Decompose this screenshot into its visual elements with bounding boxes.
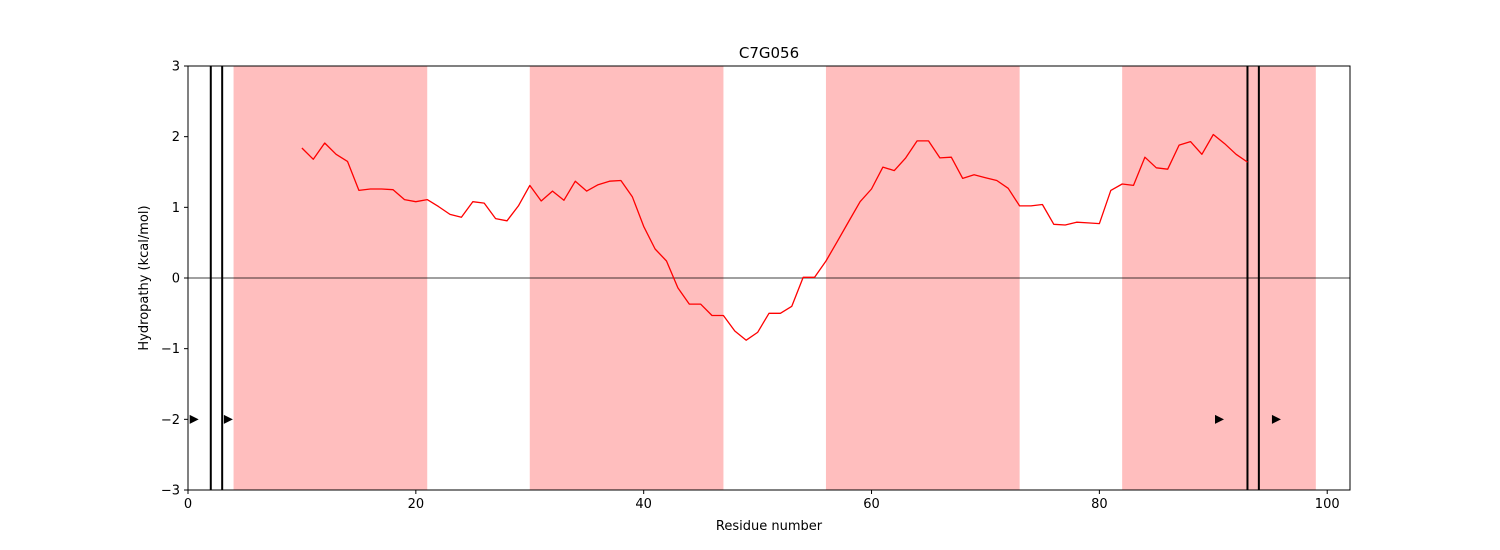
x-tick-label: 20 [408,497,425,512]
y-axis-ticks: −3 −2 −1 0 1 2 3 [161,60,188,499]
x-tick-label: 80 [1091,497,1108,512]
y-tick-label: −1 [161,342,180,357]
y-tick-label: −2 [161,413,180,428]
x-axis-ticks: 0 20 40 60 80 100 [184,490,1340,512]
y-axis-label: Hydropathy (kcal/mol) [137,205,152,350]
x-tick-label: 40 [635,497,652,512]
markers-group [189,414,1281,424]
marker-1 [189,414,199,424]
chart-title: C7G056 [739,44,799,62]
y-tick-label: −3 [161,484,180,499]
marker-2 [223,414,233,424]
marker-4 [1271,414,1281,424]
marker-3 [1214,414,1224,424]
y-tick-label: 0 [172,272,180,287]
x-tick-label: 0 [184,497,192,512]
y-tick-label: 3 [172,60,180,75]
x-tick-label: 60 [863,497,880,512]
vertical-lines [209,66,1260,490]
series-group [301,133,1248,341]
x-tick-label: 100 [1315,497,1340,512]
y-tick-label: 2 [172,130,180,145]
series-line-1 [301,133,1248,341]
x-axis-label: Residue number [716,519,823,534]
y-tick-label: 1 [172,201,180,216]
